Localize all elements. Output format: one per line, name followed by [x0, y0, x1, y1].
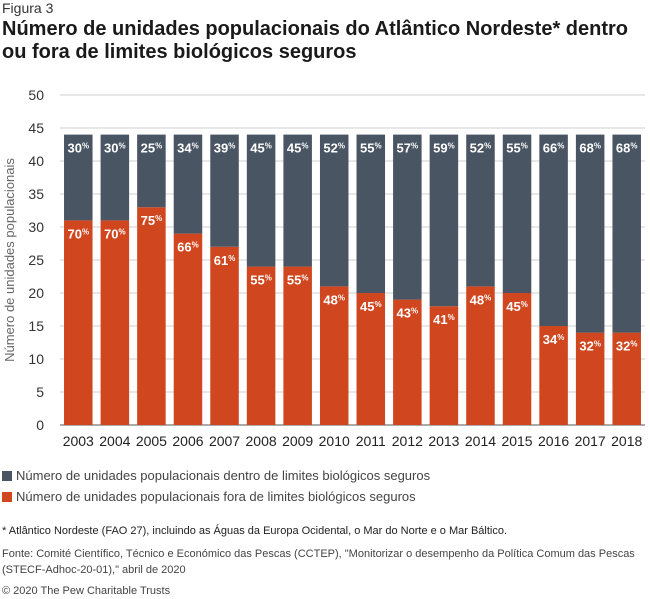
- bar-outside: [539, 326, 568, 425]
- bar-inside: [319, 134, 349, 287]
- bar-inside: [64, 134, 93, 221]
- bar-inside: [612, 134, 641, 333]
- x-tick-label: 2004: [99, 433, 130, 449]
- legend-swatch-outside: [2, 491, 12, 502]
- bar-inside: [575, 134, 605, 333]
- figure-label: Figura 3: [2, 0, 54, 16]
- x-tick-label: 2007: [209, 433, 240, 449]
- x-tick-label: 2011: [356, 433, 386, 449]
- legend-swatch-inside: [2, 470, 12, 481]
- bar-outside: [137, 207, 166, 425]
- legend-label-outside: Número de unidades populacionais fora de…: [16, 489, 416, 504]
- stacked-bar-chart: 0 5 10 15 20 25 30 35 40 45 50 Número de unidades p…: [2, 87, 645, 449]
- x-tick-label: 2005: [136, 433, 167, 449]
- x-tick-label: 2018: [611, 433, 642, 449]
- x-tick-label: 2012: [392, 433, 423, 449]
- bar-outside: [502, 293, 532, 425]
- x-tick-label: 2009: [282, 433, 313, 449]
- x-tick-label: 2006: [172, 433, 203, 449]
- bar-inside: [356, 134, 386, 293]
- bar-inside: [466, 134, 495, 287]
- bar-outside: [319, 286, 349, 425]
- bar-inside: [137, 134, 166, 208]
- bar-outside: [64, 220, 93, 425]
- source-note: Fonte: Comité Científico, Técnico e Econ…: [2, 548, 635, 576]
- copyright: © 2020 The Pew Charitable Trusts: [2, 585, 171, 597]
- bar-outside: [356, 293, 386, 425]
- legend-label-inside: Número de unidades populacionais dentro …: [16, 468, 431, 483]
- x-tick-label: 2016: [538, 433, 569, 449]
- bar-inside: [100, 134, 130, 221]
- bar-inside: [210, 134, 239, 247]
- bar-outside: [100, 220, 130, 425]
- bar-outside: [466, 286, 495, 425]
- bar-outside: [429, 306, 459, 425]
- y-tick-label: 15: [28, 318, 44, 334]
- y-tick-label: 5: [36, 384, 44, 400]
- y-tick-label: 25: [28, 252, 44, 268]
- x-tick-label: 2013: [428, 433, 459, 449]
- chart-title: Número de unidades populacionais do Atlâ…: [2, 18, 628, 63]
- x-tick-label: 2015: [501, 433, 532, 449]
- bar-inside: [283, 134, 312, 267]
- x-tick-label: 2010: [319, 433, 350, 449]
- legend-item-outside: Número de unidades populacionais fora de…: [2, 486, 430, 507]
- bar-inside: [393, 134, 422, 300]
- bar-inside: [246, 134, 276, 267]
- bar-outside: [246, 266, 276, 425]
- bar-inside: [502, 134, 532, 293]
- y-axis-label: Número de unidades populacionais: [2, 158, 17, 362]
- y-tick-label: 40: [28, 153, 44, 169]
- y-tick-label: 20: [28, 285, 44, 301]
- x-tick-label: 2017: [575, 433, 606, 449]
- bar-inside: [539, 134, 568, 326]
- legend: Número de unidades populacionais dentro …: [2, 465, 430, 507]
- y-tick-label: 50: [28, 87, 44, 103]
- y-tick-label: 35: [28, 186, 44, 202]
- bar-outside: [173, 233, 203, 425]
- y-tick-label: 45: [28, 120, 44, 136]
- bar-outside: [612, 332, 641, 425]
- footnote: * Atlântico Nordeste (FAO 27), incluindo…: [2, 525, 508, 537]
- bar-outside: [283, 266, 312, 425]
- x-tick-label: 2003: [63, 433, 94, 449]
- y-tick-label: 10: [28, 351, 44, 367]
- bar-inside: [173, 134, 203, 234]
- bar-outside: [575, 332, 605, 425]
- bar-outside: [393, 299, 422, 425]
- bar-outside: [210, 246, 239, 425]
- legend-item-inside: Número de unidades populacionais dentro …: [2, 465, 430, 486]
- bar-inside: [429, 134, 459, 307]
- x-tick-label: 2008: [246, 433, 277, 449]
- y-tick-label: 30: [28, 219, 44, 235]
- y-tick-label: 0: [36, 417, 44, 433]
- x-tick-label: 2014: [465, 433, 496, 449]
